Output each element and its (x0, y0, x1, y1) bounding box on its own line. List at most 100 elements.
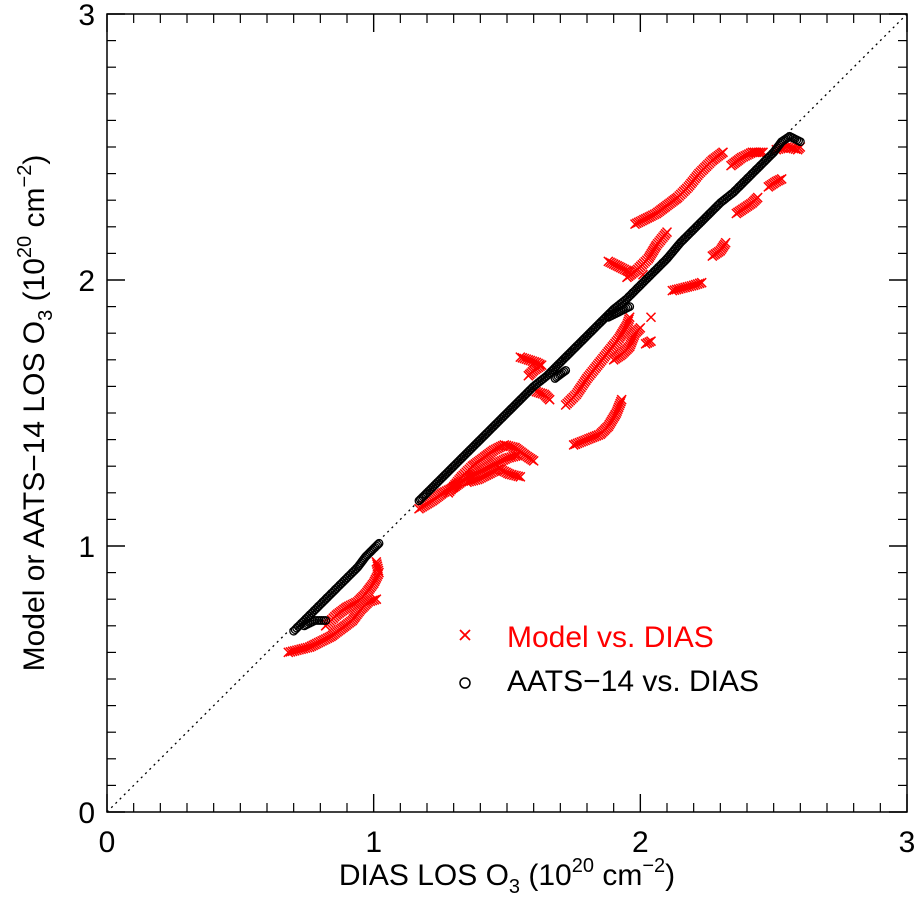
data-point-aats (514, 396, 524, 406)
data-point-aats (429, 480, 439, 490)
data-point-aats (437, 473, 447, 483)
data-point-aats (573, 340, 583, 350)
data-point-aats (655, 261, 665, 271)
data-point-aats (760, 156, 770, 166)
x-tick-label: 3 (899, 826, 916, 859)
data-point-aats (625, 302, 635, 312)
data-point-aats (336, 579, 346, 589)
data-point-aats (426, 483, 436, 493)
data-point-aats (589, 324, 599, 333)
data-point-aats (658, 258, 668, 268)
data-point-aats (637, 279, 647, 289)
data-point-aats (464, 446, 473, 456)
data-point-aats (374, 538, 384, 548)
data-point-aats (591, 322, 601, 332)
series-aats-vs-dias (289, 131, 805, 636)
data-point-aats (567, 346, 577, 356)
data-point-aats (554, 359, 564, 369)
data-point-aats (650, 266, 660, 275)
data-point-aats (331, 584, 341, 594)
data-point-model (755, 147, 766, 158)
data-point-aats (558, 355, 568, 364)
data-point-aats (745, 171, 755, 181)
data-point-aats (652, 264, 662, 274)
data-point-aats (744, 172, 753, 182)
data-point-aats (708, 205, 718, 215)
data-point-aats (647, 269, 657, 278)
data-point-aats (321, 616, 331, 625)
data-point-aats (548, 365, 558, 375)
data-point-aats (735, 181, 745, 191)
data-point-aats (337, 578, 347, 587)
data-point-aats (501, 410, 510, 419)
data-point-aats (431, 479, 441, 489)
data-point-aats (462, 448, 472, 458)
data-point-aats (595, 318, 605, 328)
data-point-aats (318, 597, 328, 607)
plot-frame (106, 13, 908, 813)
data-point-aats (706, 207, 716, 217)
data-point-model (544, 394, 555, 405)
data-point-aats (566, 347, 576, 357)
data-point-aats (438, 472, 448, 481)
data-point-aats (347, 568, 357, 578)
data-point-model (661, 227, 673, 238)
data-point-aats (505, 405, 515, 415)
data-point-aats (432, 478, 442, 487)
data-point-aats (559, 367, 569, 377)
data-point-model (513, 471, 524, 482)
data-point-model (523, 370, 534, 381)
data-point-aats (570, 343, 580, 353)
data-point-aats (472, 438, 482, 448)
data-point-aats (653, 263, 663, 273)
data-point-aats (746, 170, 756, 179)
data-point-aats (483, 427, 493, 437)
data-point-aats (638, 277, 648, 287)
data-point-aats (763, 153, 773, 163)
data-point-aats (625, 291, 635, 301)
data-point-aats (693, 220, 703, 230)
data-point-aats (348, 567, 358, 577)
data-point-aats (307, 608, 317, 618)
data-point-model (624, 312, 635, 323)
data-point-aats (582, 331, 592, 341)
data-point-aats (504, 407, 513, 416)
data-point-aats (443, 467, 453, 477)
data-point-aats (487, 423, 497, 433)
data-point-aats (754, 162, 764, 172)
legend-label-model: Model vs. DIAS (507, 621, 714, 654)
data-point-aats (699, 214, 709, 224)
data-point-aats (634, 282, 644, 292)
data-point-aats (316, 599, 326, 609)
data-point-aats (515, 395, 525, 405)
data-point-aats (692, 222, 702, 231)
data-point-aats (481, 429, 491, 439)
data-point-aats (493, 417, 503, 427)
data-point-aats (632, 283, 642, 293)
data-point-aats (521, 389, 531, 399)
data-point-aats (592, 321, 602, 330)
data-point-aats (594, 319, 604, 329)
tick-labels: 0 1 2 3 0 1 2 3 (78, 0, 915, 859)
y-tick-label: 1 (78, 531, 95, 564)
data-point-aats (342, 573, 352, 583)
data-point-aats (459, 451, 469, 461)
data-point-aats (469, 441, 479, 450)
data-point-aats (732, 184, 742, 194)
data-point-aats (322, 593, 332, 603)
data-point-aats (440, 470, 450, 480)
data-point-aats (576, 337, 586, 347)
data-point-aats (586, 326, 596, 336)
data-point-aats (680, 233, 690, 243)
data-point-aats (588, 325, 598, 335)
data-point-model (645, 336, 657, 347)
data-point-model (752, 192, 763, 203)
data-point-aats (757, 159, 767, 169)
data-point-aats (686, 227, 696, 237)
data-point-aats (330, 585, 340, 595)
data-point-aats (749, 167, 759, 176)
data-point-aats (698, 216, 708, 226)
data-point-aats (312, 603, 321, 613)
data-point-model (369, 594, 380, 605)
data-point-aats (678, 235, 688, 245)
